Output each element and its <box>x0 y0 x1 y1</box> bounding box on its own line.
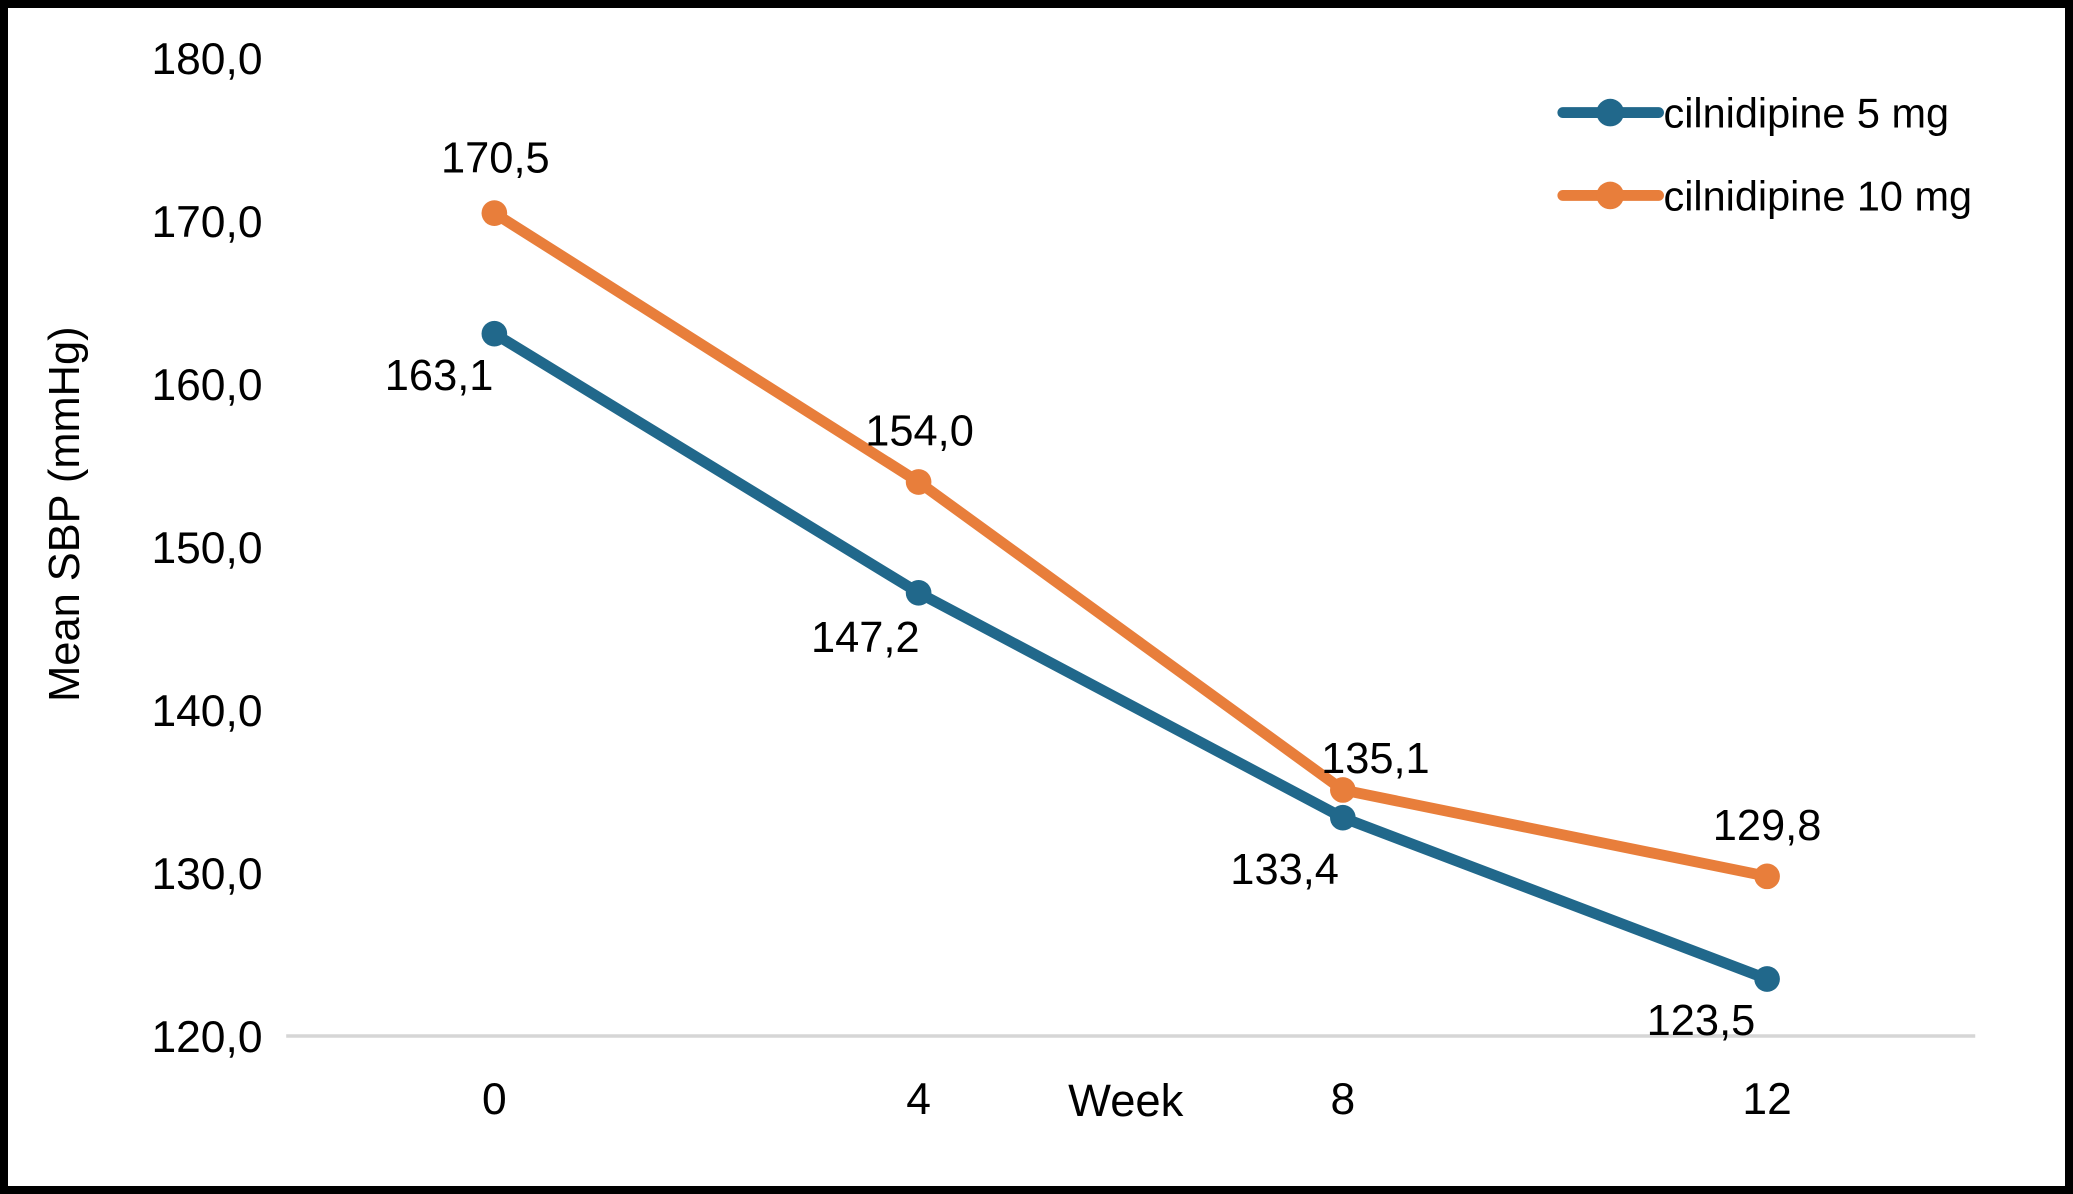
legend-item-cilnidipine-10-mg: cilnidipine 10 mg <box>1557 172 1972 219</box>
legend-label: cilnidipine 5 mg <box>1663 89 1949 136</box>
legend-item-cilnidipine-5-mg: cilnidipine 5 mg <box>1557 89 1949 136</box>
data-point-marker-cilnidipine-5-mg <box>905 579 932 606</box>
legend-label: cilnidipine 10 mg <box>1663 172 1972 219</box>
x-tick-label: 8 <box>1330 1075 1355 1124</box>
y-tick-label: 150,0 <box>151 524 262 573</box>
y-axis-tick-labels: 180,0 170,0 160,0 150,0 140,0 130,0 120,0 <box>151 35 262 1062</box>
data-point-label-cilnidipine-5-mg: 147,2 <box>811 614 920 662</box>
data-point-marker-cilnidipine-10-mg <box>905 469 932 495</box>
x-tick-label: 4 <box>906 1075 931 1124</box>
y-tick-label: 140,0 <box>151 687 262 736</box>
data-point-label-cilnidipine-5-mg: 133,4 <box>1230 846 1339 894</box>
x-axis-title: Week <box>1068 1075 1183 1126</box>
data-point-marker-cilnidipine-10-mg <box>1330 777 1356 803</box>
data-point-label-cilnidipine-5-mg: 123,5 <box>1647 997 1756 1045</box>
series-line-cilnidipine-5-mg <box>488 328 1773 985</box>
sbp-line-chart: 180,0 170,0 160,0 150,0 140,0 130,0 120,0 Mean… <box>41 35 1976 1126</box>
legend: cilnidipine 5 mg cilnidipine 10 mg <box>1557 89 1972 219</box>
data-point-marker-cilnidipine-5-mg <box>1330 804 1356 831</box>
x-tick-label: 0 <box>482 1075 507 1124</box>
data-point-marker-cilnidipine-5-mg <box>1754 966 1780 992</box>
data-point-label-cilnidipine-10-mg: 170,5 <box>441 135 550 183</box>
data-point-label-cilnidipine-10-mg: 129,8 <box>1713 802 1822 850</box>
legend-swatch-marker <box>1596 98 1625 127</box>
data-point-label-cilnidipine-5-mg: 163,1 <box>385 352 494 400</box>
data-point-label-cilnidipine-10-mg: 154,0 <box>865 407 974 455</box>
legend-swatch-marker <box>1596 181 1625 210</box>
x-tick-label: 12 <box>1742 1075 1791 1124</box>
y-tick-label: 120,0 <box>151 1013 262 1062</box>
x-axis-tick-labels: 0 4 8 12 <box>482 1075 1792 1124</box>
data-point-marker-cilnidipine-5-mg <box>481 320 508 347</box>
y-tick-label: 130,0 <box>151 850 262 899</box>
data-point-marker-cilnidipine-10-mg <box>1754 863 1780 890</box>
data-point-label-cilnidipine-10-mg: 135,1 <box>1321 735 1430 783</box>
data-point-marker-cilnidipine-10-mg <box>481 200 508 226</box>
y-tick-label: 180,0 <box>151 35 262 84</box>
plot-series: 163,1 147,2 133,4 123,5 170,5 154,0 135,1 129,8 <box>385 135 1822 1046</box>
y-tick-label: 160,0 <box>151 361 262 410</box>
y-tick-label: 170,0 <box>151 198 262 247</box>
y-axis-title: Mean SBP (mmHg) <box>41 326 89 701</box>
series-line-cilnidipine-10-mg <box>488 207 1773 882</box>
